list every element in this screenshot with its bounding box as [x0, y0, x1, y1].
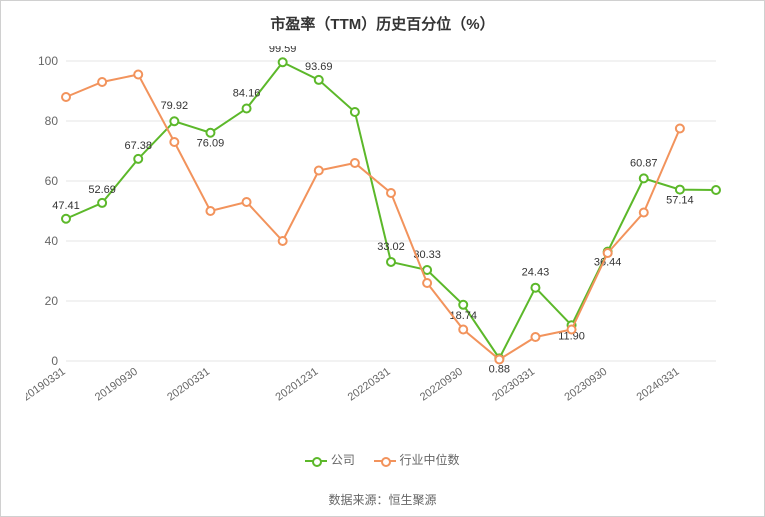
svg-text:57.14: 57.14	[666, 195, 694, 207]
chart-title: 市盈率（TTM）历史百分位（%）	[1, 1, 764, 34]
svg-text:20190331: 20190331	[26, 366, 68, 404]
svg-text:100: 100	[38, 54, 58, 68]
svg-text:47.41: 47.41	[52, 200, 80, 212]
svg-text:79.92: 79.92	[161, 100, 189, 112]
plot-svg: 0 20 40 60 80 100 20190331 20190930 20200331 2020…	[26, 46, 736, 416]
chart-container: 市盈率（TTM）历史百分位（%） 0 20 40 60 80 100 20190331 201…	[0, 0, 765, 517]
svg-text:67.38: 67.38	[124, 140, 152, 152]
svg-text:60.87: 60.87	[630, 157, 658, 169]
svg-text:60: 60	[45, 174, 59, 188]
svg-text:93.69: 93.69	[305, 61, 333, 73]
svg-text:20200331: 20200331	[165, 366, 212, 404]
legend: 公司 行业中位数	[1, 451, 764, 468]
svg-text:20: 20	[45, 294, 59, 308]
svg-text:0.88: 0.88	[489, 363, 510, 375]
svg-text:24.43: 24.43	[522, 267, 550, 279]
svg-text:0: 0	[51, 354, 58, 368]
svg-text:36.44: 36.44	[594, 257, 622, 269]
svg-text:20201231: 20201231	[274, 366, 321, 404]
legend-label-industry: 行业中位数	[400, 453, 460, 467]
legend-item-industry[interactable]: 行业中位数	[374, 451, 459, 468]
svg-text:99.59: 99.59	[269, 46, 297, 55]
svg-text:40: 40	[45, 234, 59, 248]
svg-text:20220930: 20220930	[418, 366, 465, 404]
legend-swatch-company	[305, 460, 327, 462]
svg-text:76.09: 76.09	[197, 138, 225, 150]
svg-text:84.16: 84.16	[233, 88, 261, 100]
svg-text:20240331: 20240331	[635, 366, 682, 404]
svg-text:52.69: 52.69	[88, 184, 116, 196]
svg-text:20230930: 20230930	[562, 366, 609, 404]
svg-text:80: 80	[45, 114, 59, 128]
svg-text:20190930: 20190930	[93, 366, 140, 404]
svg-text:33.02: 33.02	[377, 241, 405, 253]
source-line: 数据来源：恒生聚源	[1, 491, 764, 508]
legend-item-company[interactable]: 公司	[305, 451, 354, 468]
legend-label-company: 公司	[331, 453, 355, 467]
legend-swatch-industry	[374, 460, 396, 462]
plot-area: 0204060801002019033120190930202003312020…	[66, 46, 736, 416]
svg-text:20220331: 20220331	[346, 366, 393, 404]
